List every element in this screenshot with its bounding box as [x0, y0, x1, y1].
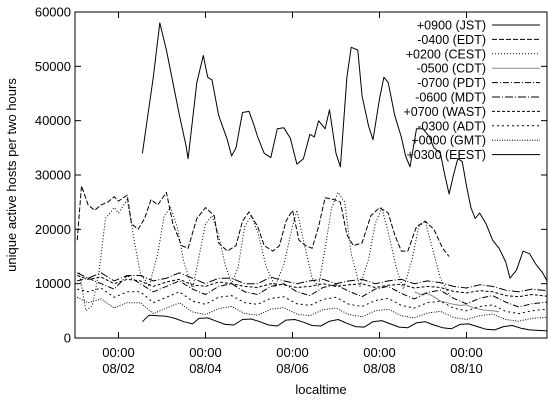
- series-line-8: [76, 296, 548, 322]
- y-axis: 0 10000 20000 30000 40000 50000 60000: [35, 5, 547, 346]
- x-tick-label-time: 00:00: [363, 345, 396, 360]
- x-tick-label-time: 00:00: [276, 345, 309, 360]
- x-axis-title: localtime: [295, 382, 346, 397]
- x-tick-label-date: 08/06: [276, 361, 309, 376]
- legend-label: +0700 (WAST): [403, 105, 486, 119]
- legend-label: -0300 (ADT): [417, 119, 486, 133]
- series-line-3: [414, 291, 500, 313]
- series-line-5: [76, 272, 548, 293]
- y-tick-label: 30000: [35, 168, 71, 183]
- y-tick-label: 10000: [35, 276, 71, 291]
- series-line-6: [77, 275, 548, 298]
- y-tick-label: 40000: [35, 113, 71, 128]
- x-tick-label-time: 00:00: [102, 345, 135, 360]
- series-line-1: [76, 185, 450, 257]
- series-line-7: [77, 287, 548, 315]
- legend-label: +0000 (GMT): [411, 134, 486, 148]
- legend-label: +0300 (EEST): [406, 148, 486, 162]
- legend-label: +0200 (CEST): [406, 47, 486, 61]
- series-line-2: [78, 191, 450, 312]
- x-tick-label-time: 00:00: [189, 345, 222, 360]
- x-tick-label-date: 08/04: [189, 361, 222, 376]
- legend-label: -0500 (CDT): [417, 62, 486, 76]
- legend-label: -0400 (EDT): [417, 33, 486, 47]
- y-tick-label: 20000: [35, 222, 71, 237]
- legend-label: -0600 (MDT): [415, 91, 486, 105]
- x-tick-label-date: 08/02: [102, 361, 135, 376]
- x-tick-label-time: 00:00: [450, 345, 483, 360]
- legend-label: +0900 (JST): [417, 19, 486, 33]
- series-group: [76, 22, 548, 332]
- y-axis-title: unique active hosts per two hours: [4, 78, 19, 272]
- y-tick-label: 0: [64, 331, 71, 346]
- x-tick-label-date: 08/10: [450, 361, 483, 376]
- legend: +0900 (JST)-0400 (EDT)+0200 (CEST)-0500 …: [403, 19, 540, 162]
- series-line-9: [142, 314, 548, 332]
- series-line-4: [77, 275, 548, 308]
- x-axis: 00:0008/0200:0008/0400:0008/0600:0008/08…: [102, 12, 483, 376]
- series-line-0: [141, 22, 548, 282]
- y-tick-label: 60000: [35, 5, 71, 20]
- x-tick-label-date: 08/08: [363, 361, 396, 376]
- legend-label: -0700 (PDT): [417, 76, 486, 90]
- y-tick-label: 50000: [35, 59, 71, 74]
